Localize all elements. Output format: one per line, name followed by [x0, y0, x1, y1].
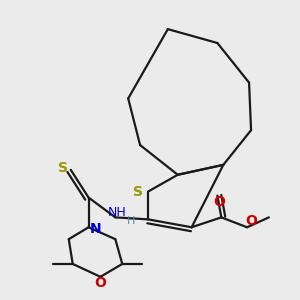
Text: O: O: [245, 214, 257, 228]
Text: S: S: [133, 184, 143, 199]
Text: H: H: [127, 216, 135, 226]
Text: N: N: [90, 222, 101, 236]
Text: S: S: [58, 161, 68, 175]
Text: O: O: [94, 276, 106, 290]
Text: NH: NH: [108, 206, 127, 219]
Text: O: O: [213, 194, 225, 208]
